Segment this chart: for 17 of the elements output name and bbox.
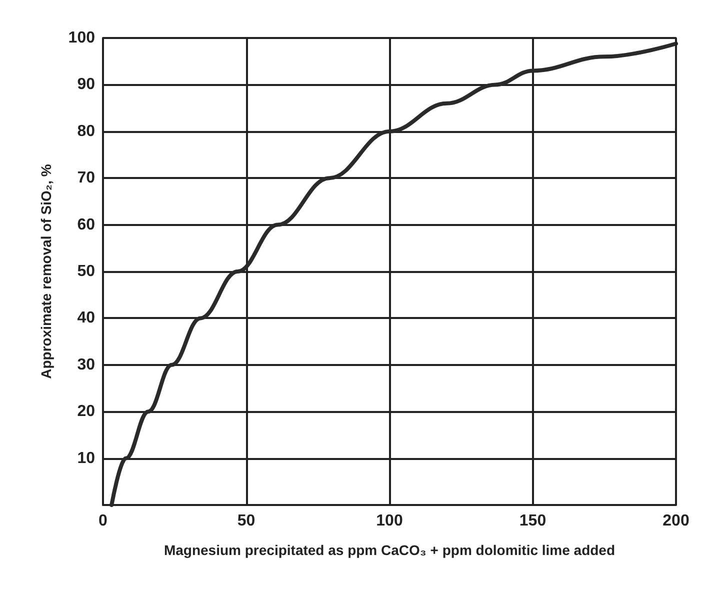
y-tick-label: 10 xyxy=(77,450,96,467)
y-tick-label: 30 xyxy=(77,356,96,374)
y-tick-label: 90 xyxy=(77,76,96,94)
y-tick-label: 60 xyxy=(77,216,96,234)
y-tick-label: 70 xyxy=(77,170,96,187)
y-tick-label: 50 xyxy=(77,263,96,280)
y-tick-label: 20 xyxy=(77,403,96,420)
x-tick-label: 50 xyxy=(237,512,256,530)
x-tick-label: 0 xyxy=(98,512,108,530)
x-tick-label: 200 xyxy=(662,512,690,530)
y-tick-label: 80 xyxy=(77,122,96,140)
y-tick-label: 40 xyxy=(77,310,96,327)
x-tick-label: 150 xyxy=(519,512,546,530)
y-axis-title: Approximate removal of SiO₂, % xyxy=(38,164,54,379)
y-tick-label: 100 xyxy=(68,30,96,46)
x-axis-title: Magnesium precipitated as ppm CaCO₃ + ppm dolomitic lime added xyxy=(164,542,616,558)
x-tick-label: 100 xyxy=(376,512,403,530)
